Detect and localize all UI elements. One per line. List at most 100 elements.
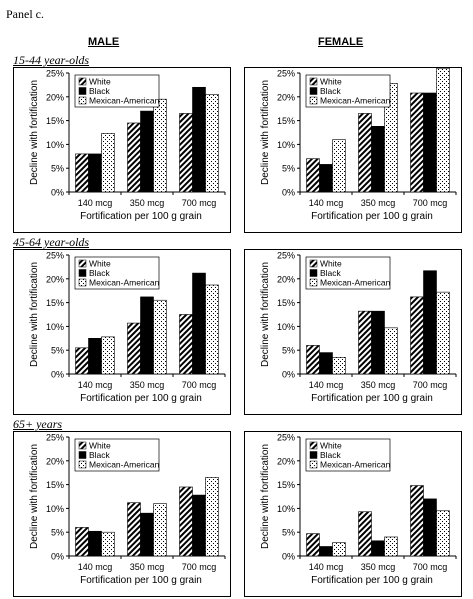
bar-black-140-mcg	[319, 546, 333, 557]
legend-box	[305, 74, 391, 108]
legend-swatch-white	[309, 259, 318, 268]
chart-frame	[244, 431, 462, 597]
y-tick-label: 0%	[282, 370, 295, 380]
legend-label-black: Black	[320, 450, 342, 460]
bar-white-350-mcg	[358, 310, 372, 375]
y-tick-label: 10%	[46, 140, 64, 150]
chart-female-45-64: 0% 5% 10% 15% 20% 25% Decline with fortificati…	[244, 249, 462, 415]
x-axis-label: Fortification per 100 g grain	[311, 211, 433, 222]
legend-label-black: Black	[320, 86, 342, 96]
y-tick-label: 15%	[277, 116, 295, 126]
y-axis-label: Decline with fortification	[260, 80, 271, 185]
legend-box	[74, 438, 160, 472]
bar-mexican-american-700-mcg	[436, 510, 450, 557]
bar-white-700-mcg	[179, 113, 193, 193]
x-tick-label: 350 mcg	[130, 562, 165, 572]
x-tick-label: 700 mcg	[182, 562, 217, 572]
chart-frame	[13, 67, 231, 233]
y-tick-label: 20%	[277, 274, 295, 284]
y-tick-label: 5%	[282, 164, 295, 174]
bar-mexican-american-350-mcg	[384, 327, 398, 375]
bar-mexican-american-350-mcg	[153, 299, 167, 375]
bar-white-140-mcg	[75, 153, 89, 193]
y-tick-label: 15%	[277, 480, 295, 490]
y-tick-label: 10%	[46, 322, 64, 332]
legend-swatch-white	[78, 441, 87, 450]
bar-white-350-mcg	[127, 322, 141, 375]
bar-white-700-mcg	[410, 296, 424, 375]
legend-label-mexican-american: Mexican-American	[89, 96, 160, 106]
y-tick-label: 25%	[46, 69, 64, 79]
legend-swatch-white	[78, 77, 87, 86]
row-heading-45-64: 45-64 year-olds	[13, 235, 90, 249]
legend-label-white: White	[320, 441, 342, 451]
legend-swatch-mexican-american	[309, 460, 318, 469]
x-tick-label: 140 mcg	[78, 562, 113, 572]
bar-white-700-mcg	[410, 485, 424, 557]
y-tick-label: 10%	[277, 140, 295, 150]
bar-black-700-mcg	[423, 498, 437, 557]
legend-swatch-white	[309, 77, 318, 86]
bar-black-700-mcg	[423, 92, 437, 193]
bar-black-140-mcg	[88, 338, 102, 375]
y-tick-label: 5%	[51, 346, 64, 356]
y-tick-label: 0%	[51, 188, 64, 198]
y-tick-label: 0%	[51, 552, 64, 562]
bar-mexican-american-140-mcg	[101, 531, 115, 557]
chart-frame	[244, 67, 462, 233]
x-tick-label: 350 mcg	[130, 380, 165, 390]
x-axis-label: Fortification per 100 g grain	[311, 393, 433, 404]
chart-female-65-plus: 0% 5% 10% 15% 20% 25% Decline with fortificati…	[244, 431, 462, 597]
bar-white-350-mcg	[358, 511, 372, 557]
bar-mexican-american-350-mcg	[153, 98, 167, 193]
bar-mexican-american-140-mcg	[332, 542, 346, 557]
legend-box	[305, 438, 391, 472]
chart-male-65-plus: 0% 5% 10% 15% 20% 25% Decline with fortificati…	[13, 431, 231, 597]
y-tick-label: 20%	[46, 92, 64, 102]
bar-black-140-mcg	[88, 153, 102, 193]
y-tick-label: 5%	[282, 528, 295, 538]
bar-white-140-mcg	[75, 527, 89, 557]
bar-black-700-mcg	[192, 86, 206, 193]
legend-label-white: White	[89, 259, 111, 269]
bar-black-140-mcg	[319, 164, 333, 193]
legend-label-white: White	[89, 441, 111, 451]
x-tick-label: 140 mcg	[309, 198, 344, 208]
y-axis-label: Decline with fortification	[29, 80, 40, 185]
chart-male-15-44: 0% 5% 10% 15% 20% 25% Decline with fortificati…	[13, 67, 231, 233]
y-tick-label: 0%	[51, 370, 64, 380]
bar-mexican-american-350-mcg	[384, 83, 398, 193]
y-tick-label: 20%	[46, 274, 64, 284]
bar-black-350-mcg	[140, 110, 154, 193]
legend-box	[74, 74, 160, 108]
column-heading-male: MALE	[88, 36, 120, 48]
bar-white-350-mcg	[127, 502, 141, 557]
y-tick-label: 20%	[277, 92, 295, 102]
x-tick-label: 140 mcg	[78, 198, 113, 208]
legend-label-white: White	[89, 77, 111, 87]
y-tick-label: 15%	[46, 480, 64, 490]
y-tick-label: 25%	[277, 251, 295, 261]
bar-black-140-mcg	[319, 352, 333, 375]
legend-label-black: Black	[89, 450, 111, 460]
bar-mexican-american-140-mcg	[332, 357, 346, 375]
bar-mexican-american-140-mcg	[332, 139, 346, 193]
legend-label-white: White	[320, 77, 342, 87]
row-heading-65-plus: 65+ years	[13, 417, 63, 431]
bar-mexican-american-700-mcg	[205, 477, 219, 557]
y-tick-label: 15%	[46, 116, 64, 126]
row-heading-15-44: 15-44 year-olds	[13, 53, 90, 67]
legend-label-black: Black	[89, 86, 111, 96]
x-tick-label: 700 mcg	[182, 380, 217, 390]
legend-label-mexican-american: Mexican-American	[89, 460, 160, 470]
x-tick-label: 140 mcg	[309, 380, 344, 390]
y-tick-label: 20%	[277, 456, 295, 466]
y-axis-label: Decline with fortification	[260, 444, 271, 549]
bar-black-350-mcg	[371, 126, 385, 193]
x-tick-label: 350 mcg	[361, 380, 396, 390]
bar-white-140-mcg	[306, 345, 320, 375]
y-tick-label: 15%	[46, 298, 64, 308]
y-tick-label: 10%	[277, 322, 295, 332]
bar-white-700-mcg	[410, 92, 424, 193]
y-axis-label: Decline with fortification	[29, 444, 40, 549]
